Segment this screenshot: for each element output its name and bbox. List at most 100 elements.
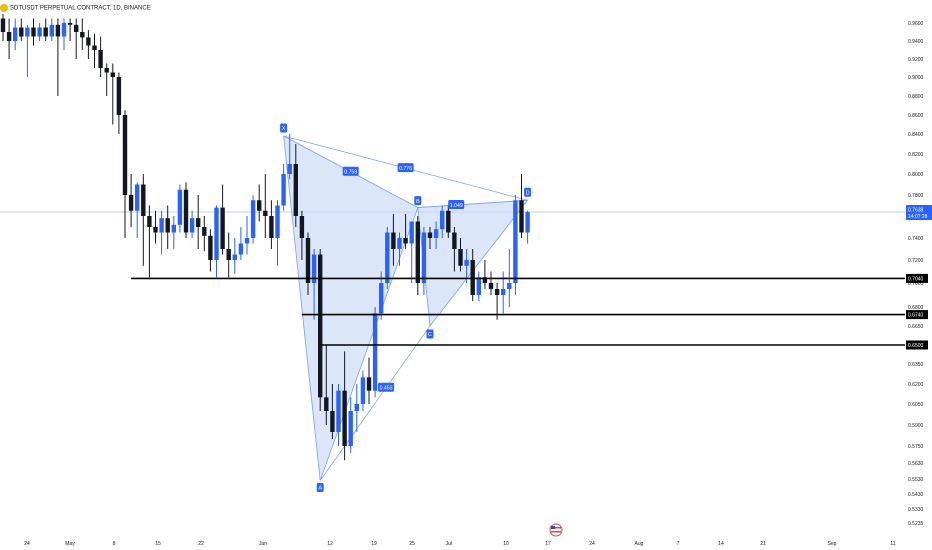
- pattern-point-label: B: [416, 199, 420, 205]
- pattern-point-label: A: [318, 486, 322, 492]
- candle-body: [494, 289, 500, 295]
- us-flag-icon-stripe: [551, 527, 561, 529]
- level-price-label: 0.6500: [908, 343, 924, 349]
- candle-body: [13, 27, 18, 41]
- time-axis-label: 25: [409, 541, 415, 547]
- candle-body: [220, 207, 225, 249]
- pattern-point-marker[interactable]: [524, 187, 532, 197]
- candle-body: [299, 216, 305, 238]
- price-axis-tick: 0.9200: [908, 57, 924, 63]
- pattern-point-marker[interactable]: [280, 123, 288, 133]
- candle-body: [366, 377, 372, 391]
- candle-body: [501, 289, 506, 295]
- candle-body: [263, 210, 268, 216]
- candle-body: [415, 221, 420, 283]
- pattern-ratio-badge[interactable]: [448, 200, 465, 210]
- time-axis-label: 14: [718, 541, 724, 547]
- candle-body: [318, 254, 323, 398]
- candle-body: [458, 249, 463, 266]
- candle-body: [421, 232, 427, 283]
- candle-body: [67, 23, 73, 25]
- candle-body: [183, 189, 189, 233]
- candle-body: [513, 200, 518, 283]
- pattern-point-marker[interactable]: [414, 196, 422, 206]
- pattern-ratio-label: 0.759: [344, 170, 357, 176]
- time-axis-label: Jul: [446, 541, 452, 547]
- pattern-point-marker[interactable]: [426, 329, 434, 339]
- us-flag-icon[interactable]: [549, 523, 563, 537]
- time-axis-label: 10: [503, 541, 509, 547]
- price-axis-tick: 0.6200: [908, 382, 924, 388]
- candle-body: [74, 24, 79, 32]
- candle-body: [80, 32, 85, 38]
- pattern-ratio-label: 1.049: [450, 203, 463, 209]
- candle-body: [226, 249, 231, 260]
- candle-body: [25, 27, 30, 37]
- pattern-ratio-badge[interactable]: [342, 166, 359, 176]
- candle-body: [336, 390, 341, 432]
- price-axis-tick: 0.6650: [908, 324, 924, 330]
- price-axis-tick: 0.6350: [908, 362, 924, 368]
- price-axis-tick: 0.5750: [908, 444, 924, 450]
- chart-title-text: SDTUSDT PERPETUAL CONTRACT, 1D, BINANCE: [10, 5, 151, 12]
- candle-body: [464, 260, 469, 266]
- candle-body: [171, 224, 176, 233]
- price-axis-tick: 0.8000: [908, 172, 924, 178]
- time-axis-label: 7: [677, 541, 680, 547]
- candle-body: [208, 235, 213, 260]
- price-axis-tick: 0.8400: [908, 132, 924, 138]
- candle-body: [348, 411, 353, 446]
- candle-body: [476, 277, 481, 295]
- pattern-point-label: D: [526, 190, 530, 196]
- price-axis-tick: 0.9000: [908, 75, 924, 81]
- price-axis-tick: 0.5235: [908, 521, 924, 527]
- price-axis-tick: 0.6800: [908, 305, 924, 311]
- candle-body: [470, 260, 475, 295]
- price-axis-tick: 0.5630: [908, 461, 924, 467]
- candle-body: [49, 24, 54, 37]
- time-axis-label: 12: [327, 541, 333, 547]
- pattern-ratio-badge[interactable]: [397, 163, 414, 173]
- pattern-ratio-badge[interactable]: [378, 382, 395, 392]
- candle-body: [165, 218, 170, 233]
- price-axis-tick: 0.7200: [908, 258, 924, 264]
- candle-body: [37, 27, 42, 37]
- candle-body: [287, 164, 292, 174]
- candle-body: [452, 232, 457, 249]
- level-price-tag: [906, 340, 928, 350]
- candle-body: [519, 200, 524, 233]
- time-axis-label: 17: [545, 541, 551, 547]
- candle-body: [342, 390, 347, 446]
- candle-body: [293, 164, 298, 216]
- candle-body: [43, 27, 48, 37]
- candle-body: [110, 72, 115, 77]
- candle-body: [354, 404, 359, 411]
- level-price-tag: [906, 273, 928, 283]
- candle-body: [488, 283, 494, 289]
- candle-body: [403, 238, 408, 244]
- candle-body: [135, 184, 140, 211]
- level-price-tag: [906, 310, 928, 320]
- candle-body: [214, 207, 219, 260]
- time-axis-label: 21: [760, 541, 766, 547]
- time-axis-label: Sep: [828, 541, 837, 547]
- price-axis-tick: 0.8600: [908, 113, 924, 119]
- level-price-label: 0.7040: [908, 276, 924, 282]
- candle-body: [202, 227, 207, 236]
- price-axis-tick: 0.7400: [908, 236, 924, 242]
- pattern-ratio-label: 0.776: [399, 166, 412, 172]
- candle-body: [372, 313, 378, 391]
- candle-body: [257, 200, 262, 211]
- candle-body: [507, 283, 512, 289]
- candle-body: [92, 45, 97, 50]
- candle-body: [525, 212, 530, 233]
- price-axis-tick: 0.8800: [908, 94, 924, 100]
- last-price-label: 0.7638: [908, 208, 924, 214]
- candle-body: [196, 218, 201, 227]
- pattern-point-marker[interactable]: [316, 483, 324, 492]
- chart-title: SDTUSDT PERPETUAL CONTRACT, 1D, BINANCE: [0, 4, 151, 12]
- candle-body: [31, 27, 36, 37]
- pattern-ratio-label: 0.455: [380, 386, 393, 392]
